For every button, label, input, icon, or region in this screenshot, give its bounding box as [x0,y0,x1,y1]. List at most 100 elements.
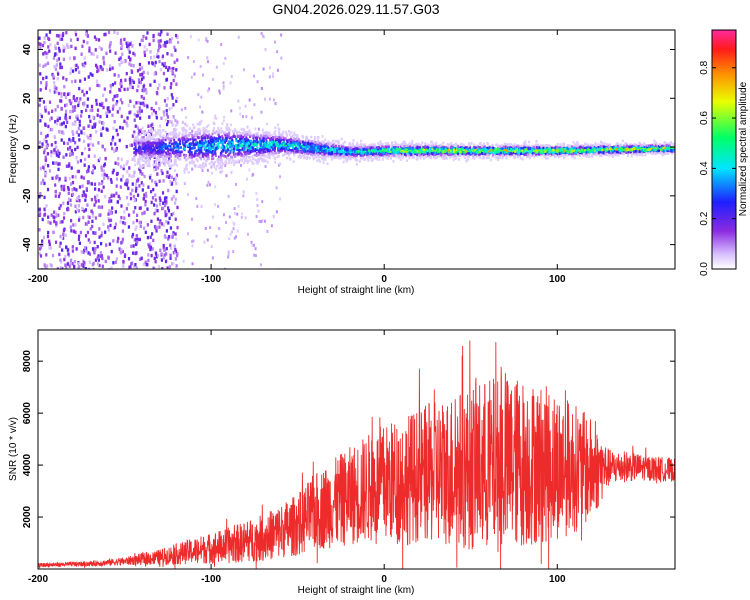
spectrogram-cell [146,104,149,109]
spectrogram-cell [42,64,45,69]
spectrogram-cell [168,141,171,145]
spectrogram-cell [131,251,135,255]
spectrogram-cell [256,197,259,201]
spectrogram-cell [142,135,145,140]
spectrogram-cell [424,142,427,145]
spectrogram-cell [167,144,170,148]
spectrogram-cell [176,225,179,230]
spectrogram-cell [192,60,195,64]
spectrogram-cell [224,56,227,60]
spectrogram-cell [248,98,251,102]
spectrogram-cell [178,131,181,135]
spectrogram-cell [150,123,153,128]
spectrogram-cell [155,116,158,120]
spectrogram-cell [558,153,561,157]
spectrogram-cell [41,217,44,222]
spectrogram-cell [167,235,171,239]
spectrogram-cell [450,155,453,158]
spectrogram-cell [44,86,48,90]
spectrogram-cell [163,113,166,117]
spectrogram-cell [55,150,58,155]
spectrogram-cell [142,147,145,151]
spectrogram-cell [132,80,135,85]
spectrogram-cell [93,166,97,170]
spectrogram-cell [270,136,273,140]
spectrogram-cell [123,119,126,124]
spectrogram-cell [77,261,80,266]
spectrogram-cell [93,125,97,129]
spectrogram-cell [215,167,218,171]
spectrogram-cell [272,98,275,102]
spectrogram-cell [103,87,106,91]
spectrogram-cell [144,152,147,156]
spectrogram-cell [218,227,221,231]
spectrogram-cell [55,153,58,157]
spectrogram-cell [263,97,266,101]
spectrogram-cell [115,102,118,106]
spectrogram-cell [237,99,240,103]
spectrogram-cell [175,149,178,153]
spectrogram-cell [168,119,171,123]
spectrogram-cell [146,71,149,75]
spectrogram-cell [119,41,122,45]
spectrogram-cell [201,155,204,158]
spectrogram-cell [167,206,170,210]
spectrogram-cell [78,119,81,123]
spectrogram-cell [155,229,158,233]
spectrogram-cell [88,252,92,256]
spectrogram-cell [77,237,81,242]
spectrogram-cell [394,154,397,158]
spectrogram-cell [574,153,577,157]
spectrogram-cell [143,226,146,230]
spectrogram-cell [153,256,156,261]
spectrogram-cell [180,108,183,112]
spectrogram-cell [208,87,211,91]
spectrogram-cell [120,215,123,220]
spectrogram-cell [306,155,309,158]
spectrogram-cell [97,188,101,192]
spectrogram-cell [133,53,136,57]
spectrogram-cell [132,220,135,225]
spectrogram-cell [148,147,151,150]
spectrogram-cell [323,153,326,156]
spectrogram-cell [393,143,396,147]
spectrogram-cell [44,158,47,163]
spectrogram-cell [68,162,71,166]
spectrogram-cell [63,85,66,89]
spectrogram-cell [99,254,103,259]
spectrogram-cell [253,144,256,148]
spectrogram-cell [231,142,234,146]
spectrogram-cell [292,150,295,154]
spectrogram-cell [143,132,146,135]
spectrogram-cell [146,207,149,211]
spectrogram-cell [190,75,193,79]
spectrogram-cell [291,146,294,150]
spectrogram-cell [165,109,168,113]
spectrogram-marks [38,30,675,269]
spectrogram-cell [163,234,166,238]
spectrogram-cell [301,134,304,138]
spectrogram-cell [479,142,482,146]
spectrogram-cell [174,232,177,236]
spectrogram-cell [105,173,108,178]
spectrogram-cell [100,233,103,238]
spectrogram-cell [262,140,265,143]
spectrogram-cell [141,153,144,157]
spectrogram-cell [250,240,253,244]
spectrogram-cell [49,42,52,47]
spectrogram-cell [541,144,544,148]
spectrogram-cell [162,243,165,248]
spectrogram-cell [271,141,274,144]
spectrogram-cell [190,217,193,221]
spectrogram-cell [483,145,486,148]
spectrogram-cell [58,48,61,53]
spectrogram-cell [161,54,164,58]
spectrogram-cell [196,122,199,126]
spectrogram-cell [139,169,142,174]
spectrogram-cell [83,260,86,265]
spectrogram-cell [187,144,190,147]
spectrogram-cell [134,189,138,193]
spectrogram-cell [342,160,345,164]
spectrogram-cell [43,263,46,267]
spectrogram-cell [220,127,223,130]
